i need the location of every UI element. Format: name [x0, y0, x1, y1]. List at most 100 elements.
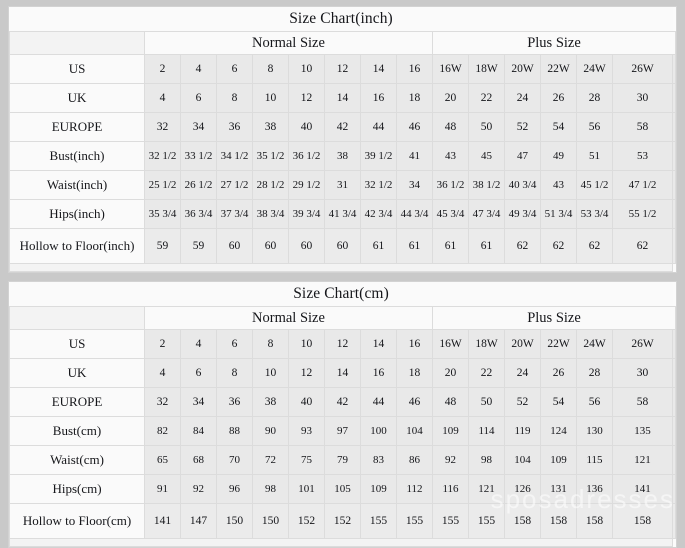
- table-cell: 14: [360, 54, 397, 84]
- table-cell: 136: [576, 474, 613, 504]
- table-cell: 45 3/4: [432, 199, 469, 229]
- table-cell: 20: [432, 358, 469, 388]
- table-cell: 124: [540, 416, 577, 446]
- table-cell: 30: [611, 83, 674, 113]
- table-cell: 16: [396, 329, 433, 359]
- table-cell: 101: [288, 474, 325, 504]
- table-cell: 48: [432, 387, 469, 417]
- table-cell: 32: [144, 112, 181, 142]
- table-cell: 38: [252, 112, 289, 142]
- table-row: Hollow to Floor(inch) 59 59 60 60 60 60 61 61 61 6…: [9, 228, 676, 264]
- group-header-blank: [9, 306, 145, 330]
- table-cell: 158: [540, 503, 577, 539]
- table-cell-filler: [672, 474, 676, 504]
- table-cell: 158: [611, 503, 674, 539]
- table-cell: 158: [504, 503, 541, 539]
- table-cell: 60: [216, 228, 253, 264]
- table-cell-filler: [672, 83, 676, 113]
- table-cell: 27 1/2: [216, 170, 253, 200]
- table-cell: 4: [144, 83, 181, 113]
- table-cell: 16: [360, 83, 397, 113]
- table-cell-filler: [672, 387, 676, 417]
- table-cell: 12: [288, 83, 325, 113]
- row-label: Hollow to Floor(inch): [9, 228, 145, 264]
- row-label: US: [9, 329, 145, 359]
- table-row: Bust(cm) 82 84 88 90 93 97 100 104 109 114 119 124 13…: [9, 416, 676, 446]
- table-cell: 26W: [611, 54, 674, 84]
- table-cell: 38: [324, 141, 361, 171]
- table-cell: 24W: [576, 54, 613, 84]
- table-cell: 51: [576, 141, 613, 171]
- row-label: Hips(inch): [9, 199, 145, 229]
- table-cell: 109: [360, 474, 397, 504]
- table-cell: 141: [144, 503, 181, 539]
- table-cell: 45: [468, 141, 505, 171]
- table-cell: 38 1/2: [468, 170, 505, 200]
- table-row: US 2 4 6 8 10 12 14 16 16W 18W 20W 22W 24W 26W: [9, 329, 676, 359]
- table-cell: 36: [216, 387, 253, 417]
- table-cell: 40: [288, 387, 325, 417]
- table-cell: 14: [324, 83, 361, 113]
- table-cell: 16W: [432, 329, 469, 359]
- table-cell: 16: [360, 358, 397, 388]
- table-cell: 18: [396, 83, 433, 113]
- table-cell: 4: [180, 54, 217, 84]
- group-header-normal-size: Normal Size: [144, 306, 433, 330]
- table-cell: 24: [504, 83, 541, 113]
- table-cell: 62: [611, 228, 674, 264]
- table-cell: 34 1/2: [216, 141, 253, 171]
- table-cell: 60: [324, 228, 361, 264]
- table-cell: 20W: [504, 54, 541, 84]
- table-cell: 26W: [611, 329, 674, 359]
- table-row: Hollow to Floor(cm) 141 147 150 150 152 152 155…: [9, 503, 676, 539]
- table-cell: 62: [540, 228, 577, 264]
- table-cell: 28 1/2: [252, 170, 289, 200]
- table-cell-filler: [672, 358, 676, 388]
- table-cell: 61: [396, 228, 433, 264]
- row-label: UK: [9, 358, 145, 388]
- table-cell: 38 3/4: [252, 199, 289, 229]
- table-cell: 61: [360, 228, 397, 264]
- table-cell: 150: [252, 503, 289, 539]
- table-cell: 112: [396, 474, 433, 504]
- table-cell: 18W: [468, 54, 505, 84]
- table-cell: 53: [611, 141, 674, 171]
- table-cell: 130: [576, 416, 613, 446]
- table-cell: 10: [252, 358, 289, 388]
- row-label: EUROPE: [9, 112, 145, 142]
- table-cell: 36 1/2: [288, 141, 325, 171]
- table-cell: 155: [432, 503, 469, 539]
- table-cell: 82: [144, 416, 181, 446]
- table-cell: 32 1/2: [144, 141, 181, 171]
- table-cell: 12: [324, 329, 361, 359]
- table-body-cm: Size Chart(cm) Normal Size Plus Size US 2 4 6 8…: [8, 282, 676, 547]
- table-cell: 158: [576, 503, 613, 539]
- table-cell: 22: [468, 83, 505, 113]
- table-cell: 88: [216, 416, 253, 446]
- table-cell: 37 3/4: [216, 199, 253, 229]
- table-cell: 26 1/2: [180, 170, 217, 200]
- table-body-inch: Size Chart(inch) Normal Size Plus Size US 2 4…: [8, 7, 676, 272]
- table-cell: 38: [252, 387, 289, 417]
- table-cell: 22: [468, 358, 505, 388]
- table-row: Waist(inch) 25 1/2 26 1/2 27 1/2 28 1/2 29 1/…: [9, 170, 676, 200]
- table-cell: 32: [144, 387, 181, 417]
- table-cell: 155: [396, 503, 433, 539]
- row-label: Hollow to Floor(cm): [9, 503, 145, 539]
- table-cell: 10: [288, 54, 325, 84]
- table-cell: 56: [576, 387, 613, 417]
- table-cell: 60: [288, 228, 325, 264]
- row-label: Bust(inch): [9, 141, 145, 171]
- table-cell-filler: [672, 445, 676, 475]
- row-label: Hips(cm): [9, 474, 145, 504]
- table-row: UK 4 6 8 10 12 14 16 18 20 22 24 26 28 30: [9, 358, 676, 388]
- table-cell-filler: [672, 416, 676, 446]
- table-cell: 44: [360, 387, 397, 417]
- table-cell: 100: [360, 416, 397, 446]
- table-cell: 50: [468, 387, 505, 417]
- table-row: EUROPE 32 34 36 38 40 42 44 46 48 50 52 54 56 58: [9, 387, 676, 417]
- table-cell: 6: [180, 358, 217, 388]
- table-cell: 34: [180, 112, 217, 142]
- group-header-plus-size: Plus Size: [432, 306, 676, 330]
- table-cell: 36 3/4: [180, 199, 217, 229]
